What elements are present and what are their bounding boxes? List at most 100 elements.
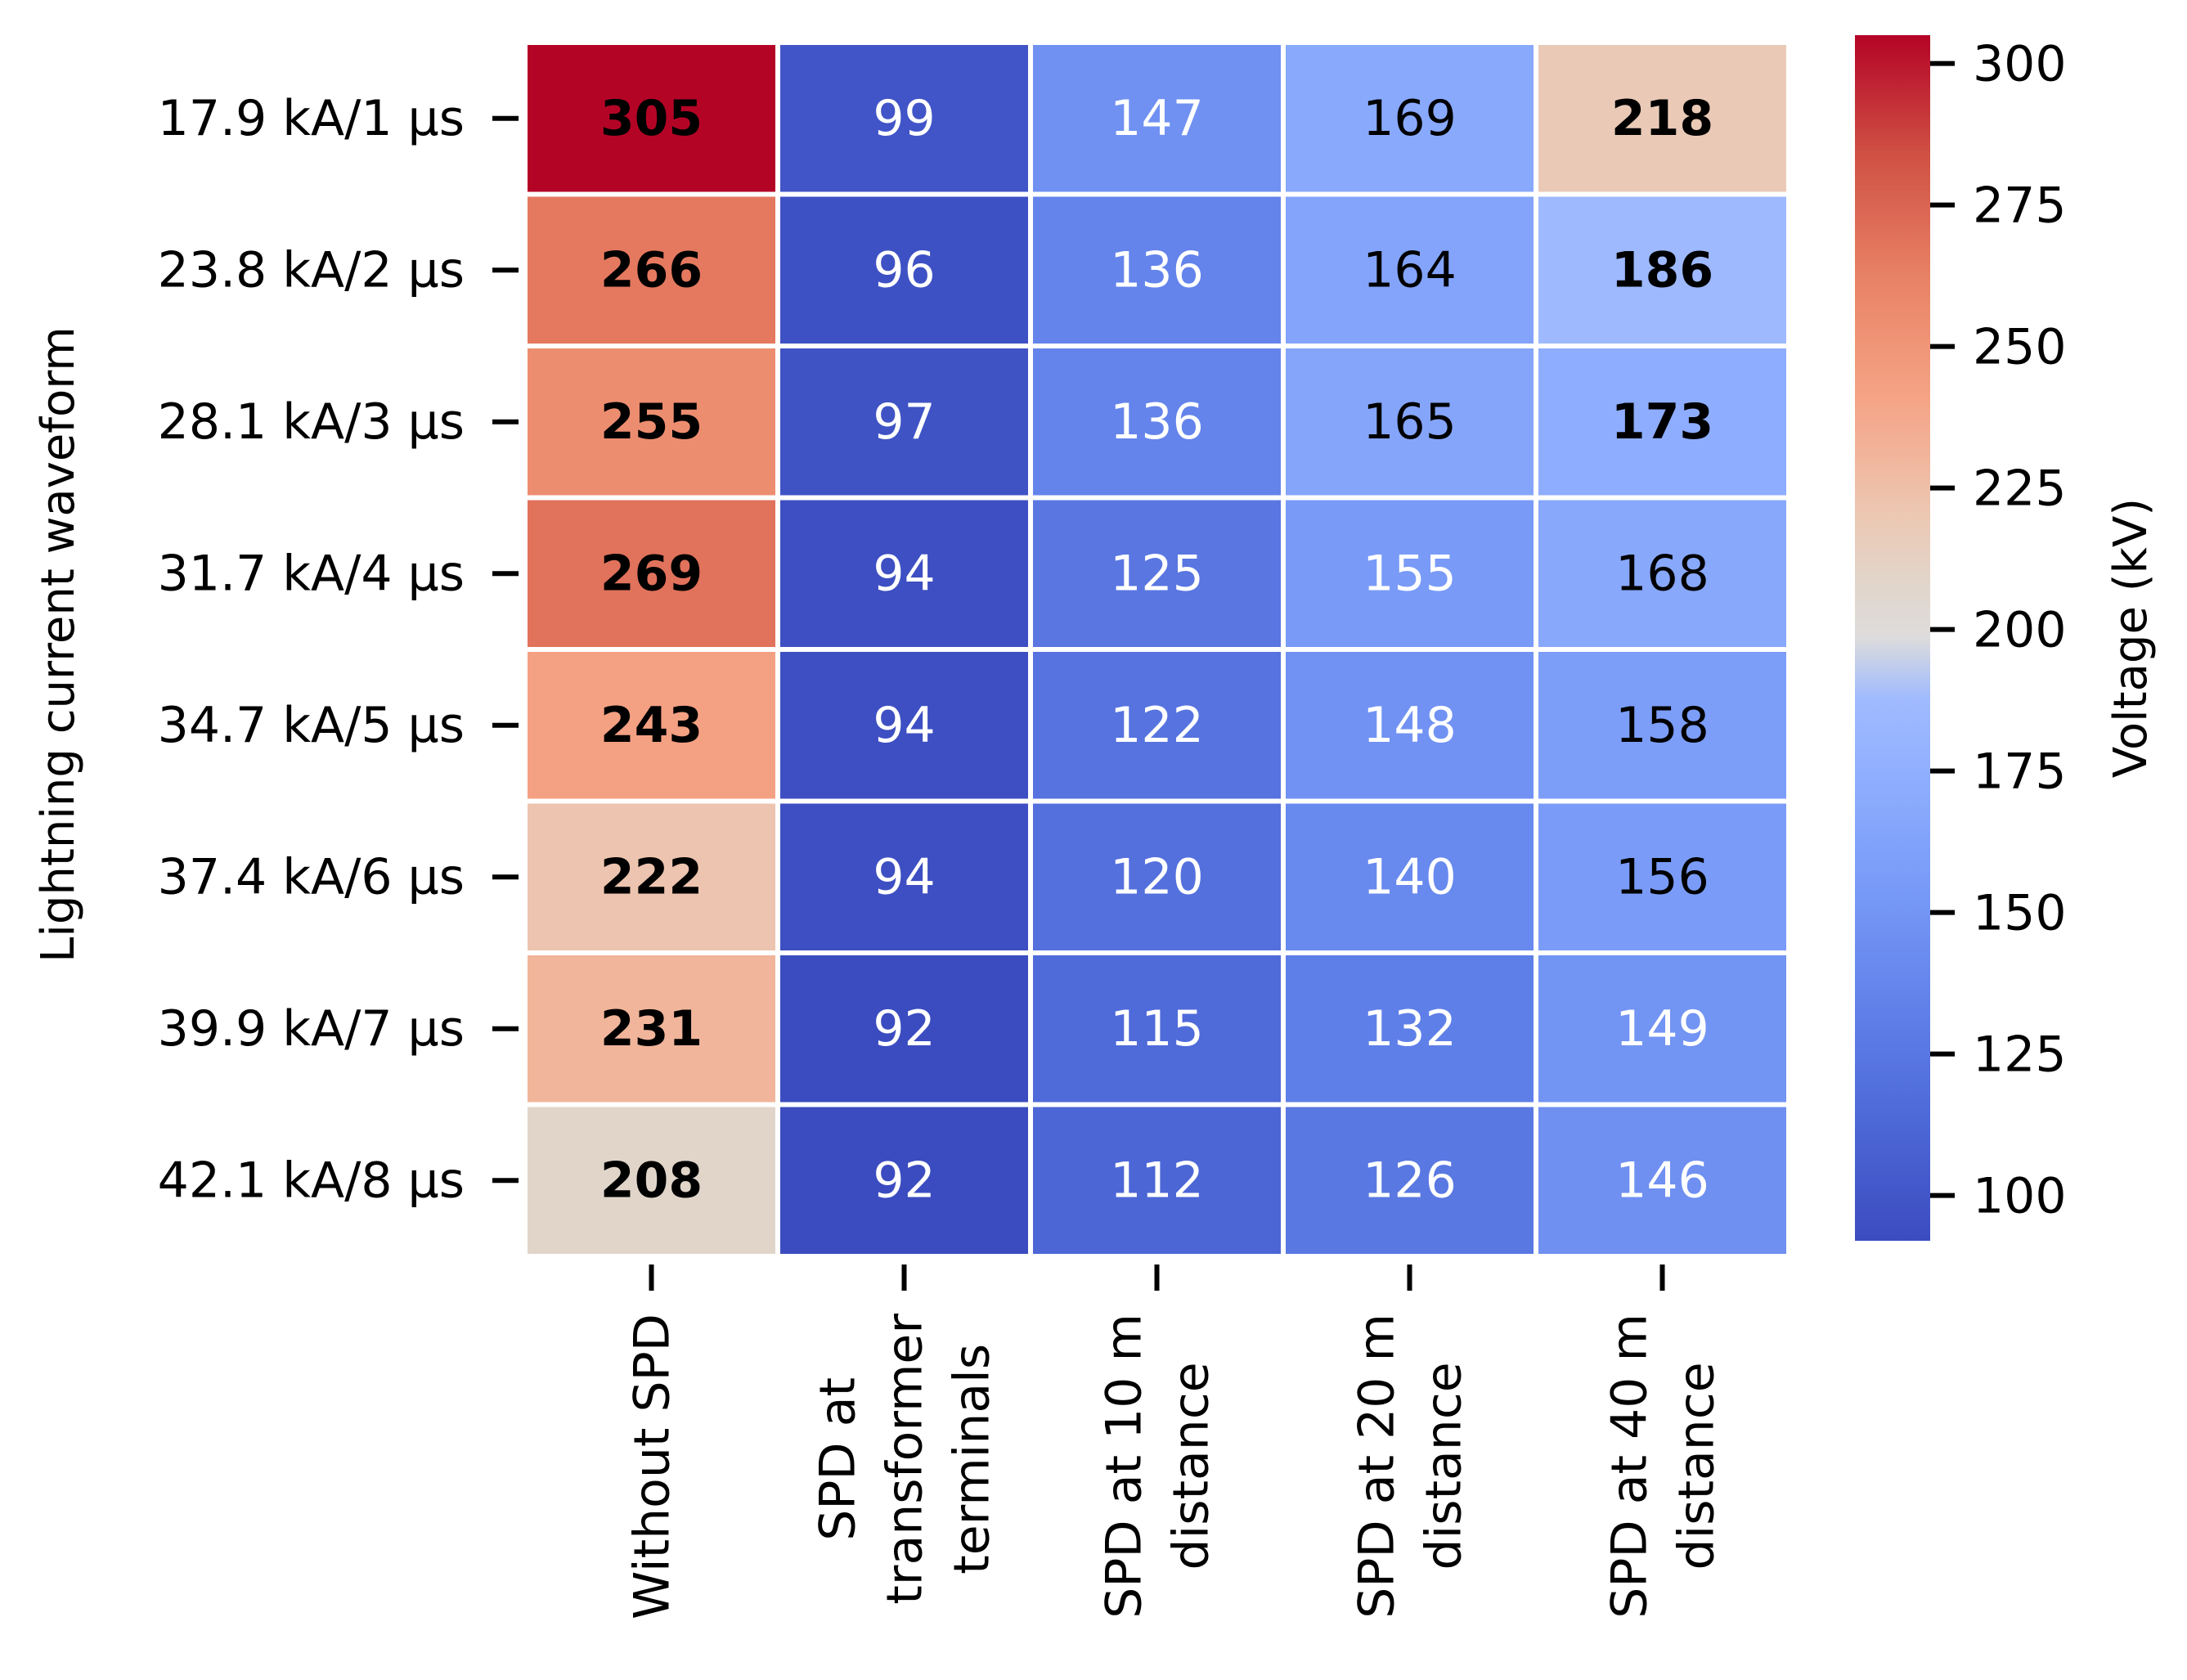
heatmap-cell xyxy=(780,1107,1028,1254)
colorbar: 100 125 150 175 200 225 250 275 300 xyxy=(1855,35,2067,1241)
heatmap-cell xyxy=(1286,1107,1534,1254)
row-tick-label: 28.1 kA/3 μs xyxy=(158,393,465,451)
heatmap-cell xyxy=(1538,500,1786,647)
cell-value-label: 92 xyxy=(873,1000,935,1058)
column-tick-label-line: distance xyxy=(1668,1362,1726,1570)
cell-value-label: 173 xyxy=(1611,393,1713,451)
column-tick-label-line: Without SPD xyxy=(624,1314,681,1619)
column-tick-labels: Without SPD SPD at transformer terminals SPD… xyxy=(624,1264,1726,1619)
cell-value-label: 132 xyxy=(1363,1000,1457,1058)
heatmap-cell xyxy=(1033,1107,1281,1254)
column-tick-label: SPD at transformer terminals xyxy=(810,1314,1001,1605)
column-tick-label-line: SPD at xyxy=(810,1377,867,1541)
column-tick-label-line: distance xyxy=(1416,1362,1473,1570)
cell-value-label: 149 xyxy=(1615,1000,1709,1058)
heatmap-cell xyxy=(780,652,1028,799)
row-tick-label: 34.7 kA/5 μs xyxy=(158,697,465,754)
cell-value-label: 147 xyxy=(1110,90,1204,147)
heatmap-cell xyxy=(780,955,1028,1103)
cell-value-label: 94 xyxy=(873,848,935,905)
cell-value-label: 92 xyxy=(873,1152,935,1209)
cell-value-label: 305 xyxy=(600,90,703,147)
colorbar-tick-label: 300 xyxy=(1973,36,2067,93)
cell-value-label: 222 xyxy=(600,848,703,905)
heatmap-cell xyxy=(528,500,775,647)
heatmap-cell xyxy=(528,348,775,496)
cell-value-label: 148 xyxy=(1363,697,1457,754)
colorbar-tick-label: 225 xyxy=(1973,460,2067,518)
column-tick-label-line: transformer xyxy=(877,1314,934,1605)
cell-value-label: 156 xyxy=(1615,848,1709,905)
cell-value-label: 269 xyxy=(600,545,703,602)
cell-value-label: 99 xyxy=(873,90,935,147)
heatmap-cell xyxy=(1538,196,1786,344)
heatmap-cell xyxy=(1538,1107,1786,1254)
heatmap-cell xyxy=(1033,955,1281,1103)
cell-value-label: 97 xyxy=(873,393,935,451)
heatmap-cell xyxy=(780,348,1028,496)
cell-value-label: 112 xyxy=(1110,1152,1204,1209)
heatmap-cell xyxy=(1286,500,1534,647)
heatmap-cell xyxy=(528,955,775,1103)
cell-value-label: 155 xyxy=(1363,545,1457,602)
column-tick-label-line: SPD at 20 m xyxy=(1349,1314,1406,1619)
colorbar-tick-label: 175 xyxy=(1973,743,2067,801)
heatmap-cell xyxy=(1033,348,1281,496)
cell-value-label: 243 xyxy=(600,697,703,754)
heatmap-cell xyxy=(1538,803,1786,950)
y-axis-label: Lightning current waveform xyxy=(32,326,85,963)
cell-value-label: 231 xyxy=(600,1000,703,1058)
column-tick-label: SPD at 20 m distance xyxy=(1349,1314,1473,1619)
cell-value-label: 122 xyxy=(1110,697,1204,754)
column-tick-label: SPD at 10 m distance xyxy=(1096,1314,1220,1619)
column-tick-label: Without SPD xyxy=(624,1314,681,1619)
column-tick-label-line: SPD at 10 m xyxy=(1096,1314,1153,1619)
heatmap-cell xyxy=(1538,652,1786,799)
heatmap-cell xyxy=(1033,803,1281,950)
heatmap-cell xyxy=(780,803,1028,950)
cell-value-label: 94 xyxy=(873,545,935,602)
heatmap-cell xyxy=(528,652,775,799)
cell-value-label: 125 xyxy=(1110,545,1204,602)
heatmap-cell xyxy=(780,500,1028,647)
cell-value-label: 255 xyxy=(600,393,703,451)
heatmap-cell xyxy=(528,196,775,344)
colorbar-tick-label: 200 xyxy=(1973,602,2067,659)
heatmap-cell xyxy=(1286,348,1534,496)
colorbar-tick-label: 100 xyxy=(1973,1168,2067,1225)
cell-value-label: 168 xyxy=(1615,545,1709,602)
cell-value-label: 186 xyxy=(1611,241,1713,299)
column-tick-label-line: terminals xyxy=(944,1344,1001,1574)
cell-value-label: 136 xyxy=(1110,393,1204,451)
cell-value-label: 169 xyxy=(1363,90,1457,147)
column-tick-label-line: SPD at 40 m xyxy=(1601,1314,1659,1619)
row-tick-labels: 17.9 kA/1 μs 23.8 kA/2 μs 28.1 kA/3 μs 31.7… xyxy=(158,90,519,1209)
cell-value-label: 218 xyxy=(1611,90,1713,147)
heatmap-cell xyxy=(1538,45,1786,192)
colorbar-gradient xyxy=(1855,35,1930,1241)
cell-value-label: 146 xyxy=(1615,1152,1709,1209)
heatmap-cell xyxy=(1286,955,1534,1103)
colorbar-tick-label: 150 xyxy=(1973,885,2067,942)
cell-value-label: 140 xyxy=(1363,848,1457,905)
heatmap-cell xyxy=(528,45,775,192)
cell-value-label: 115 xyxy=(1110,1000,1204,1058)
heatmap-cell xyxy=(780,45,1028,192)
heatmap-cell xyxy=(1286,652,1534,799)
row-tick-label: 17.9 kA/1 μs xyxy=(158,90,465,147)
colorbar-label: Voltage (kV) xyxy=(2104,498,2158,778)
cell-value-label: 126 xyxy=(1363,1152,1457,1209)
colorbar-tick-label: 275 xyxy=(1973,177,2067,235)
heatmap-cell xyxy=(1286,196,1534,344)
cell-value-label: 120 xyxy=(1110,848,1204,905)
cell-value-label: 165 xyxy=(1363,393,1457,451)
row-tick-label: 37.4 kA/6 μs xyxy=(158,848,465,905)
heatmap-cell xyxy=(1033,196,1281,344)
heatmap-cell xyxy=(1538,955,1786,1103)
heatmap-cell xyxy=(1538,348,1786,496)
heatmap-cell xyxy=(1286,803,1534,950)
heatmap-cells: 305 99 147 169 218 266 96 136 164 186 255 97 136 165 1… xyxy=(528,45,1786,1254)
cell-value-label: 158 xyxy=(1615,697,1709,754)
column-tick-label: SPD at 40 m distance xyxy=(1601,1314,1726,1619)
